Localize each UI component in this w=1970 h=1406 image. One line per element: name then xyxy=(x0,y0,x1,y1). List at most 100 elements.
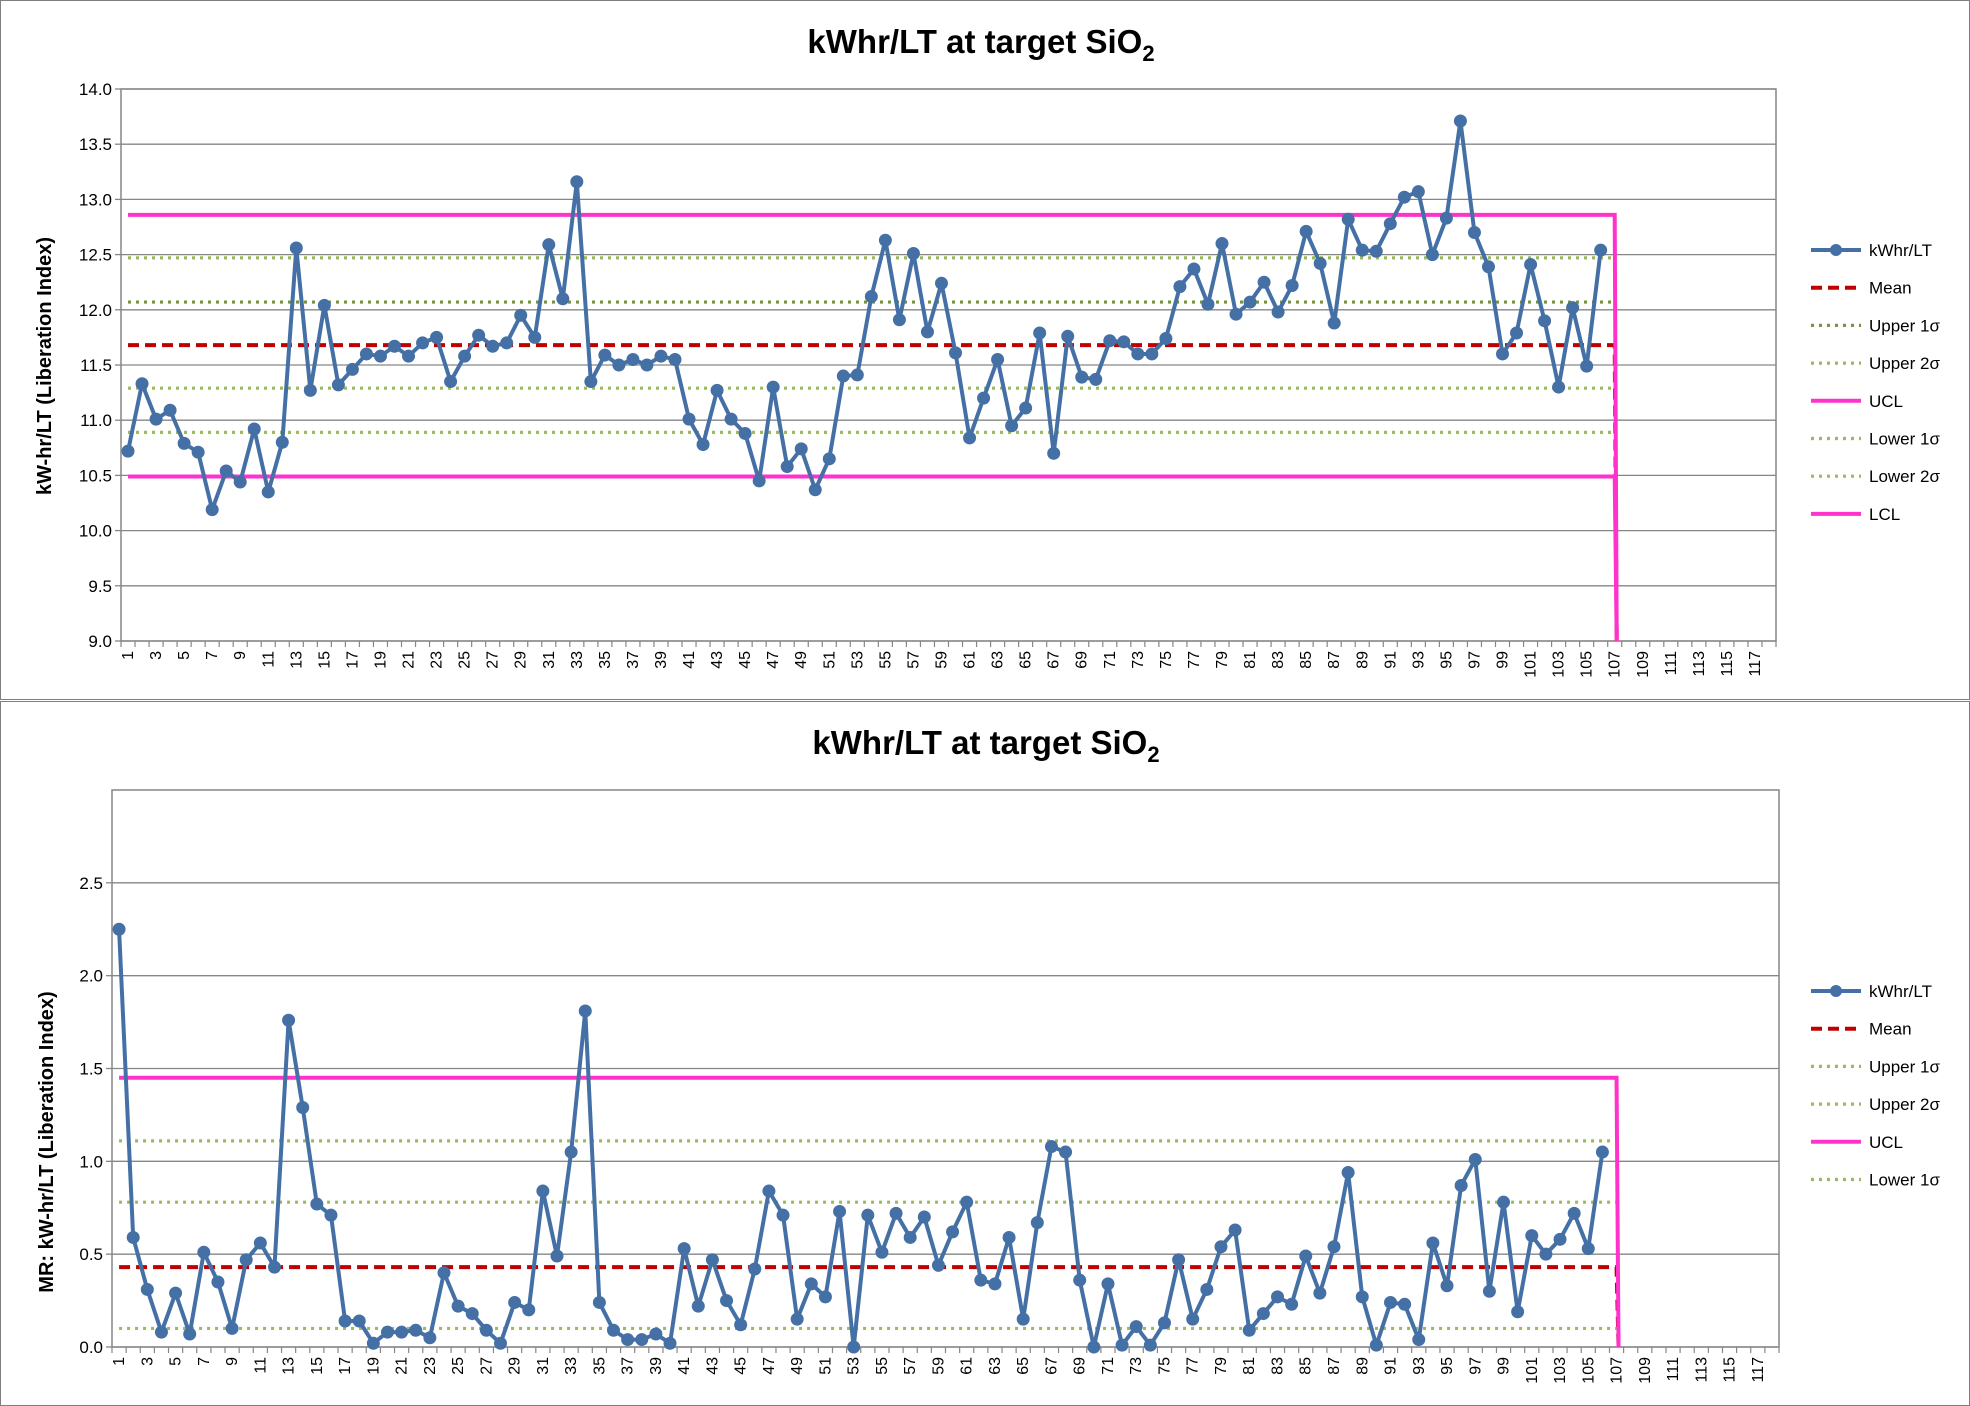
data-point xyxy=(762,1184,776,1198)
x-tick-label: 91 xyxy=(1382,651,1399,669)
data-point xyxy=(766,380,780,394)
x-tick-label: 35 xyxy=(597,651,614,669)
data-point xyxy=(1384,1295,1398,1309)
data-point xyxy=(1256,1307,1270,1321)
data-point xyxy=(1159,332,1173,346)
x-tick-label: 79 xyxy=(1214,651,1231,669)
data-point xyxy=(1497,1195,1511,1209)
data-point xyxy=(359,347,373,361)
data-point xyxy=(197,1245,211,1259)
data-point xyxy=(570,175,584,189)
x-tick-label: 79 xyxy=(1213,1357,1230,1375)
data-point xyxy=(1172,1253,1186,1267)
x-tick-label: 19 xyxy=(365,1357,382,1375)
x-tick-label: 99 xyxy=(1496,1357,1513,1375)
data-point xyxy=(1482,1284,1496,1298)
data-point xyxy=(1087,1340,1101,1354)
data-point xyxy=(578,1004,592,1018)
data-point xyxy=(1047,446,1061,460)
data-point xyxy=(303,383,317,397)
data-point xyxy=(373,349,387,363)
data-point xyxy=(352,1314,366,1328)
data-point xyxy=(607,1323,621,1337)
x-tick-label: 103 xyxy=(1551,651,1568,678)
legend-entry: kWhr/LT xyxy=(1811,982,1932,1001)
x-tick-label: 71 xyxy=(1100,1357,1117,1375)
x-tick-label: 97 xyxy=(1466,651,1483,669)
legend-entry: Mean xyxy=(1811,1020,1912,1039)
data-point xyxy=(1313,256,1327,270)
x-tick-label: 109 xyxy=(1637,1357,1654,1384)
x-tick-label: 101 xyxy=(1524,1357,1541,1384)
data-point xyxy=(1030,1216,1044,1230)
data-point xyxy=(1511,1305,1525,1319)
chart-svg-individuals: kWhr/LT at target SiO2 kW-hr/LT (Liberat… xyxy=(34,23,1940,678)
data-point xyxy=(514,308,528,322)
x-tick-label: 53 xyxy=(846,1357,863,1375)
data-point xyxy=(626,352,640,366)
data-point xyxy=(366,1336,380,1350)
data-point xyxy=(752,474,766,488)
data-point xyxy=(748,1262,762,1276)
legend-entry: kWhr/LT xyxy=(1811,241,1932,260)
data-point xyxy=(1525,1229,1539,1243)
data-point xyxy=(635,1333,649,1347)
data-point xyxy=(977,391,991,405)
x-tick-label: 11 xyxy=(260,651,277,668)
data-point xyxy=(486,339,500,353)
x-tick-label: 45 xyxy=(737,651,754,669)
x-tick-label: 21 xyxy=(401,651,418,669)
data-point xyxy=(875,1245,889,1259)
data-point xyxy=(677,1242,691,1256)
legend-label: LCL xyxy=(1869,505,1900,524)
x-tick-label: 25 xyxy=(450,1357,467,1375)
data-point xyxy=(1425,248,1439,262)
x-tick-label: 51 xyxy=(821,651,838,669)
x-tick-label: 53 xyxy=(849,651,866,669)
legend-label: kWhr/LT xyxy=(1869,982,1932,1001)
data-point xyxy=(437,1266,451,1280)
data-point xyxy=(239,1253,253,1267)
x-tick-label: 69 xyxy=(1074,651,1091,669)
y-axis-title: kW-hr/LT (Liberation Index) xyxy=(34,237,56,495)
data-point xyxy=(1453,114,1467,128)
data-point xyxy=(177,436,191,450)
data-point xyxy=(598,348,612,362)
data-point xyxy=(1200,1282,1214,1296)
data-point xyxy=(1496,347,1510,361)
x-tick-label: 29 xyxy=(507,1357,524,1375)
legend-entry: Upper 2σ xyxy=(1811,354,1940,373)
data-point xyxy=(850,368,864,382)
data-point xyxy=(1145,347,1159,361)
x-tick-label: 5 xyxy=(168,1357,185,1366)
data-point xyxy=(917,1210,931,1224)
data-point xyxy=(564,1145,578,1159)
data-point xyxy=(847,1340,861,1354)
data-point xyxy=(493,1336,507,1350)
data-point xyxy=(1467,226,1481,240)
y-tick-label: 1.0 xyxy=(79,1152,103,1171)
legend-marker xyxy=(1830,985,1842,997)
data-point xyxy=(1383,217,1397,231)
data-point xyxy=(1002,1230,1016,1244)
y-tick-label: 11.5 xyxy=(80,356,112,375)
x-tick-label: 95 xyxy=(1439,1357,1456,1375)
legend-entry: Upper 2σ xyxy=(1811,1095,1940,1114)
data-point xyxy=(282,1013,296,1027)
x-tick-label: 51 xyxy=(817,1357,834,1375)
x-tick-label: 65 xyxy=(1018,651,1035,669)
x-tick-label: 27 xyxy=(485,651,502,669)
data-point xyxy=(1538,314,1552,328)
data-point xyxy=(416,336,430,350)
data-point xyxy=(500,336,514,350)
x-tick-label: 41 xyxy=(676,1357,693,1375)
data-point xyxy=(219,464,233,478)
data-point xyxy=(458,349,472,363)
data-point xyxy=(1581,1242,1595,1256)
legend-label: UCL xyxy=(1869,392,1903,411)
data-point xyxy=(508,1295,522,1309)
y-tick-label: 10.5 xyxy=(79,466,112,485)
legend-label: Mean xyxy=(1869,279,1912,298)
x-tick-label: 47 xyxy=(761,1357,778,1375)
data-point xyxy=(1341,212,1355,226)
